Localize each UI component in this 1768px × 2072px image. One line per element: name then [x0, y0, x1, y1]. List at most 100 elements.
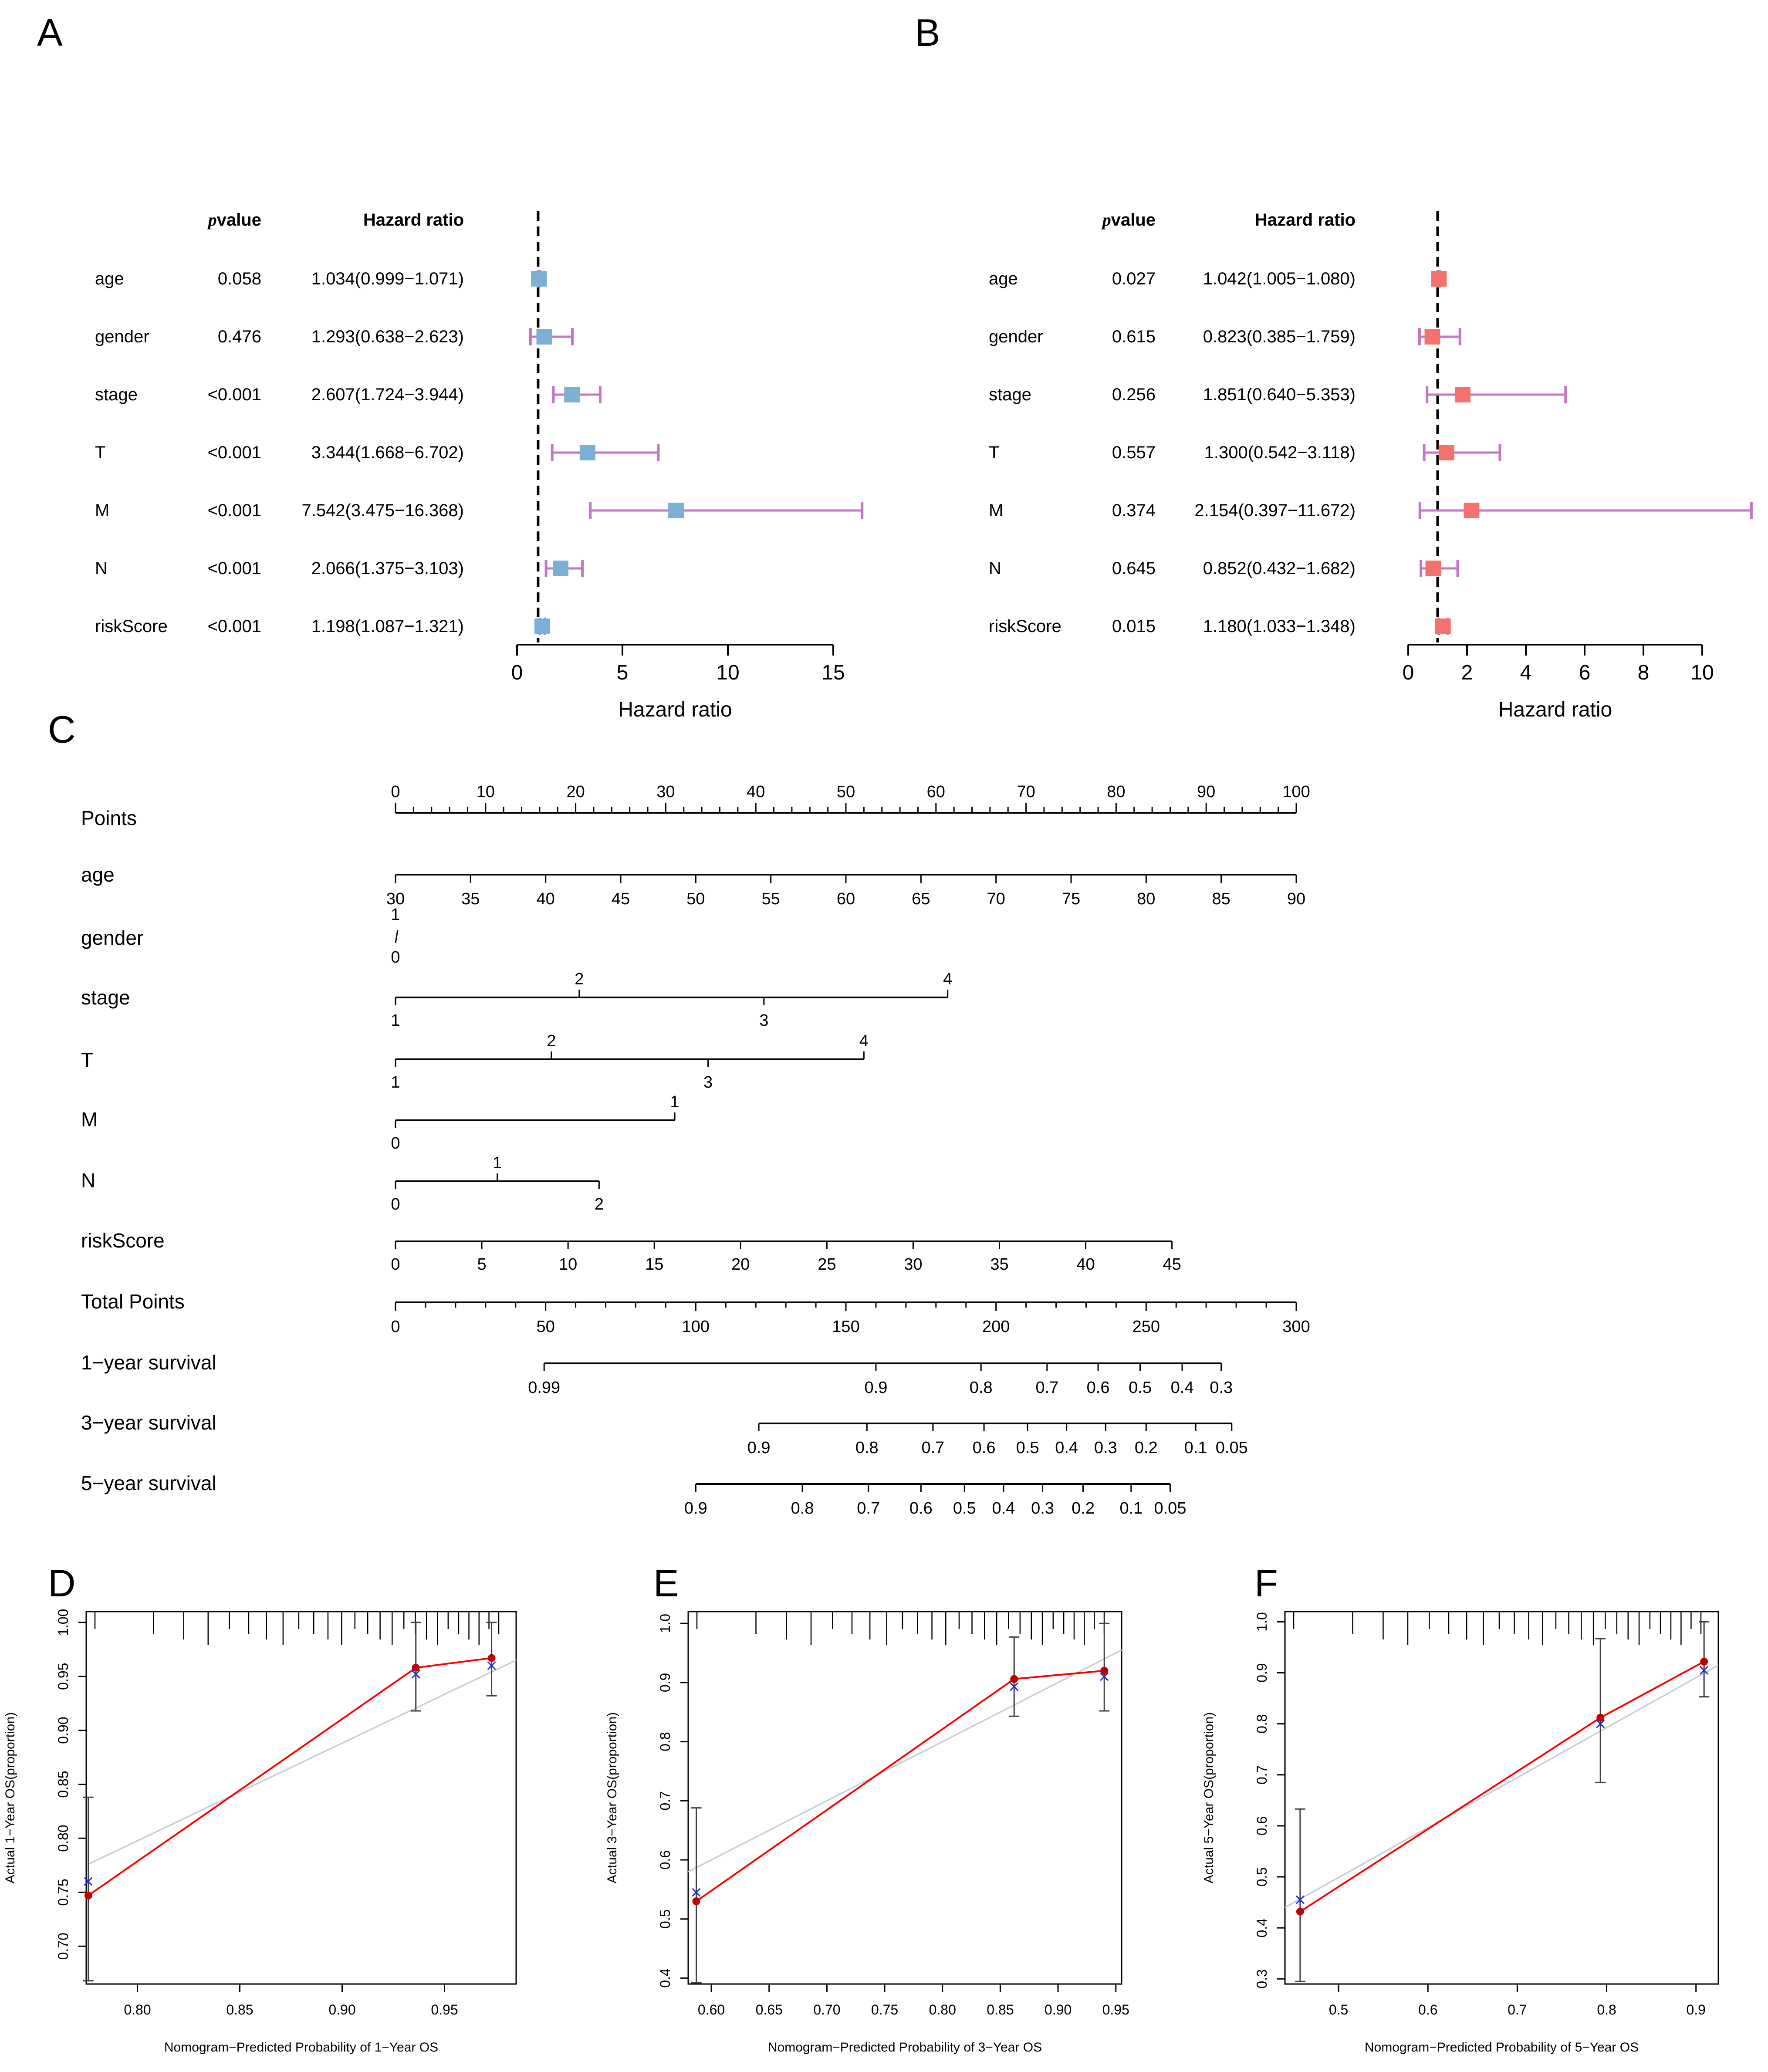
calibration-point [692, 1897, 700, 1905]
age-tick-label: 60 [837, 890, 855, 908]
y-tick-label: 0.7 [1254, 1765, 1270, 1785]
total-points-tick-label: 300 [1282, 1318, 1310, 1336]
stage-tick-label: 2 [575, 970, 584, 988]
p-value-riskScore: 0.015 [1112, 617, 1156, 636]
points-tick-label: 30 [656, 783, 675, 801]
age-tick-label: 70 [987, 890, 1005, 908]
calibration-point [1296, 1907, 1304, 1916]
total-points-tick-label: 200 [982, 1318, 1010, 1336]
hr-text-gender: 1.293(0.638−2.623) [311, 327, 464, 346]
age-tick-label: 40 [537, 890, 555, 908]
y-tick-label: 0.95 [55, 1663, 71, 1690]
survival-tick-label: 0.8 [791, 1499, 814, 1518]
points-tick-label: 0 [391, 783, 400, 801]
x-axis-title: Nomogram−Predicted Probability of 1−Year… [164, 2040, 438, 2055]
age-tick-label: 55 [762, 890, 780, 908]
points-tick-label: 20 [566, 783, 585, 801]
p-value-gender: 0.615 [1112, 327, 1156, 346]
points-tick-label: 60 [927, 783, 945, 801]
survival-tick-label: 0.1 [1119, 1499, 1143, 1518]
y-axis-title: Actual 3−Year OS(proportion) [605, 1712, 619, 1883]
x-tick-label: 0 [511, 661, 523, 684]
y-tick-label: 1.0 [1254, 1612, 1270, 1631]
p-value-N: <0.001 [208, 559, 261, 578]
age-tick-label: 45 [612, 890, 630, 908]
row-label-gender: gender [989, 327, 1043, 346]
row-label-age: age [95, 269, 124, 288]
age-tick-label: 35 [461, 890, 480, 908]
survival-tick-label: 0.3 [1094, 1439, 1117, 1457]
riskscore-tick-label: 20 [731, 1255, 750, 1274]
survival-tick-label: 0.8 [855, 1439, 879, 1457]
hr-box-gender [1424, 329, 1440, 345]
y-tick-label: 0.8 [1254, 1714, 1270, 1733]
nomogram-label-6: N [81, 1169, 95, 1192]
nomogram-label-11: 5−year survival [81, 1472, 216, 1494]
age-tick-label: 75 [1062, 890, 1080, 908]
panel-label-a: A [37, 11, 63, 54]
N-tick-label: 1 [493, 1154, 502, 1172]
ideal-line [88, 1659, 517, 1865]
survival-tick-label: 0.7 [1035, 1379, 1058, 1397]
survival-tick-label: 0.8 [970, 1379, 993, 1397]
nomogram-label-3: stage [81, 986, 130, 1009]
x-tick-label: 0.65 [756, 2002, 783, 2018]
hr-text-age: 1.042(1.005−1.080) [1203, 269, 1356, 288]
N-tick-label: 0 [391, 1195, 400, 1213]
points-tick-label: 50 [837, 783, 855, 801]
p-value-age: 0.058 [218, 269, 261, 288]
age-tick-label: 65 [912, 890, 930, 908]
hr-text-T: 3.344(1.668−6.702) [311, 443, 464, 462]
panel-label-e: E [653, 1562, 679, 1605]
hr-text-riskScore: 1.198(1.087−1.321) [311, 617, 464, 636]
hr-box-M [1464, 503, 1480, 518]
total-points-tick-label: 50 [537, 1318, 555, 1336]
plot-frame [1284, 1611, 1719, 1985]
x-tick-label: 0.9 [1686, 2002, 1705, 2018]
T-tick-label: 1 [391, 1073, 400, 1092]
gender-tick-label: 0 [391, 948, 400, 967]
points-tick-label: 90 [1197, 783, 1215, 801]
nomogram-label-0: Points [81, 807, 137, 829]
riskscore-tick-label: 25 [818, 1255, 836, 1274]
hr-box-riskScore [534, 619, 550, 634]
survival-tick-label: 0.5 [1016, 1439, 1039, 1457]
y-tick-label: 0.6 [1254, 1816, 1270, 1835]
nomogram-label-10: 3−year survival [81, 1411, 216, 1434]
hr-box-stage [564, 387, 580, 402]
gender-tick-label: 1 [391, 906, 400, 924]
hr-text-age: 1.034(0.999−1.071) [311, 269, 464, 288]
stage-tick-label: 1 [391, 1011, 400, 1030]
panel-label-b: B [915, 11, 940, 54]
survival-tick-label: 0.2 [1072, 1499, 1095, 1518]
y-tick-label: 0.5 [657, 1909, 673, 1928]
x-tick-label: 0.95 [431, 2002, 458, 2018]
y-tick-label: 0.90 [55, 1717, 71, 1744]
y-tick-label: 0.4 [1254, 1918, 1270, 1937]
x-tick-label: 0.90 [328, 2002, 355, 2018]
hr-text-N: 2.066(1.375−3.103) [311, 559, 464, 578]
stage-tick-label: 3 [759, 1011, 768, 1030]
hr-box-N [1425, 561, 1441, 576]
row-label-riskScore: riskScore [95, 617, 168, 636]
bias-corrected-mark [1010, 1682, 1019, 1691]
ideal-line [688, 1649, 1122, 1873]
bias-corrected-mark [1100, 1672, 1109, 1681]
total-points-tick-label: 0 [391, 1318, 400, 1336]
x-tick-label: 0.5 [1329, 2002, 1348, 2018]
riskscore-tick-label: 10 [559, 1255, 577, 1274]
hazard-ratio-header: Hazard ratio [363, 210, 464, 230]
survival-tick-label: 0.7 [921, 1439, 944, 1457]
survival-tick-label: 0.3 [1210, 1379, 1233, 1397]
hr-box-age [531, 271, 547, 287]
points-tick-label: 100 [1282, 783, 1310, 801]
p-value-M: <0.001 [208, 501, 261, 520]
survival-tick-label: 0.7 [857, 1499, 880, 1518]
calibration-point [1596, 1714, 1605, 1722]
p-value-age: 0.027 [1112, 269, 1156, 288]
x-tick-label: 0.6 [1418, 2002, 1437, 2018]
riskscore-tick-label: 5 [477, 1255, 486, 1274]
T-tick-label: 2 [547, 1032, 556, 1050]
hr-text-riskScore: 1.180(1.033−1.348) [1203, 617, 1356, 636]
survival-tick-label: 0.4 [1055, 1439, 1078, 1457]
